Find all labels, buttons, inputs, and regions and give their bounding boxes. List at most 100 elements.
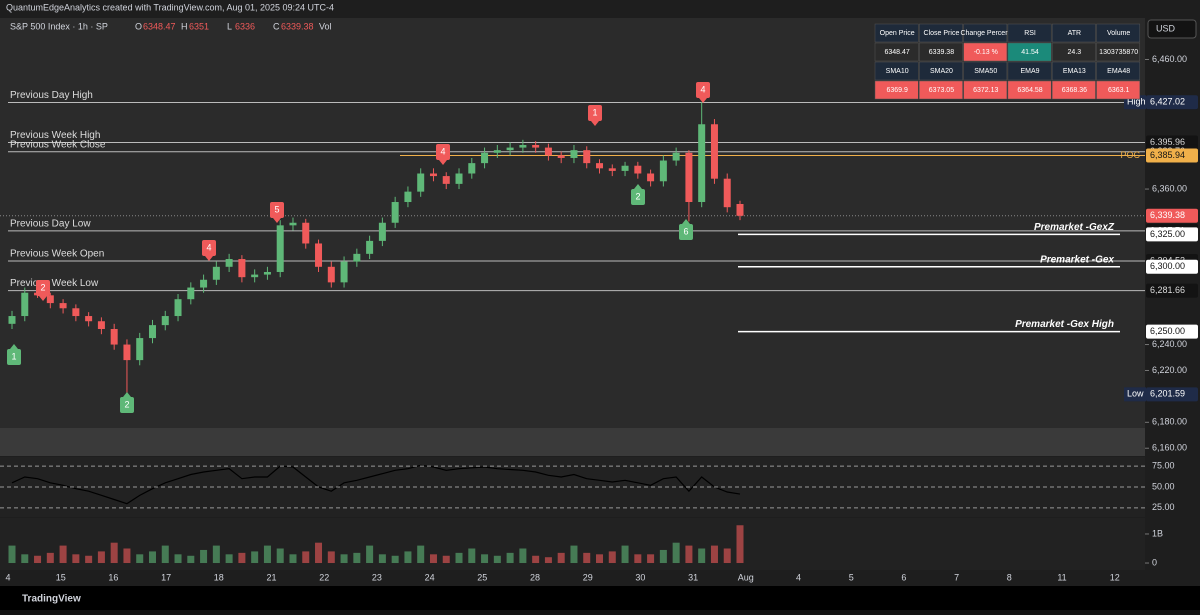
volume-bar <box>570 545 578 564</box>
signal-pointer <box>123 392 131 397</box>
y-tick-label: 6,360.00 <box>1152 183 1187 193</box>
candle-body <box>200 279 208 288</box>
candle-body <box>136 338 144 361</box>
candle-body <box>710 124 718 179</box>
level-tag-text: 6,281.66 <box>1150 285 1185 295</box>
gex-tag-text: 6,325.00 <box>1150 229 1185 239</box>
x-tick-label: 30 <box>635 572 645 582</box>
signal-label: 2 <box>124 399 129 409</box>
x-tick-label: 15 <box>56 572 66 582</box>
candle-body <box>698 124 706 203</box>
volume-bar <box>442 555 450 564</box>
volume-bar <box>161 545 169 564</box>
candle-body <box>276 225 284 272</box>
table-cell <box>874 23 919 43</box>
gex-label: Premarket -Gex High <box>1015 319 1114 330</box>
level-tag-text: 6,395.96 <box>1150 137 1185 147</box>
table-cell <box>1051 23 1096 43</box>
volume-bar <box>506 552 514 564</box>
candle-body <box>353 253 361 262</box>
volume-bar <box>315 542 323 564</box>
table-text: EMA48 <box>1107 68 1130 75</box>
volume-bar <box>238 552 246 564</box>
volume-bar <box>123 548 131 564</box>
signal-flag <box>679 224 693 240</box>
candle-body <box>596 163 604 169</box>
candle-body <box>315 243 323 267</box>
volume-bar <box>455 552 463 564</box>
rsi-line <box>11 464 741 505</box>
signal-pointer <box>699 98 707 103</box>
currency-box[interactable] <box>1147 19 1197 39</box>
volume-bar <box>276 548 284 564</box>
volume-bar <box>417 545 425 564</box>
x-tick-label: 31 <box>688 572 698 582</box>
signal-label: 4 <box>700 84 705 94</box>
x-tick-label: 16 <box>108 572 118 582</box>
volume-bar <box>481 554 489 564</box>
rsi-tick-label: 75.00 <box>1152 461 1175 471</box>
candle-body <box>289 222 297 226</box>
candle-body <box>263 271 271 275</box>
candle-body <box>148 325 156 339</box>
legend-key: H <box>181 21 188 31</box>
candle-body <box>429 173 437 177</box>
signal-label: 4 <box>206 242 211 252</box>
volume-bar <box>110 542 118 564</box>
table-cell <box>1096 80 1141 100</box>
level-label: Previous Week Low <box>10 278 99 289</box>
legend-value: 6351 <box>189 21 209 31</box>
x-tick-label: 22 <box>319 572 329 582</box>
candle-body <box>110 329 118 345</box>
volume-bar <box>327 551 335 564</box>
level-label: Previous Week Close <box>10 139 106 150</box>
x-tick-label: 11 <box>1057 572 1066 582</box>
table-cell <box>963 42 1008 62</box>
candle-body <box>723 178 731 208</box>
poc-tag-text: 6,385.94 <box>1150 150 1185 160</box>
gex-tag-text: 6,250.00 <box>1150 326 1185 336</box>
rsi-tick-label: 25.00 <box>1152 502 1175 512</box>
table-cell <box>874 61 919 81</box>
table-cell <box>874 42 919 62</box>
candle-body <box>161 316 169 326</box>
signal-pointer <box>591 121 599 126</box>
table-cell <box>1051 61 1096 81</box>
table-cell <box>963 23 1008 43</box>
volume-bar <box>532 555 540 564</box>
table-text: 6368.36 <box>1062 87 1087 94</box>
volume-bar <box>391 555 399 564</box>
candle-body <box>391 202 399 223</box>
volume-bar <box>634 554 642 564</box>
volume-bar <box>583 552 591 564</box>
table-text: 6369.9 <box>886 87 908 94</box>
table-text: Close Price <box>924 30 960 37</box>
volume-bar <box>21 554 29 564</box>
candle-body <box>174 299 182 317</box>
volume-bar <box>544 557 552 564</box>
low-label: Low <box>1127 389 1144 399</box>
table-cell <box>1007 61 1052 81</box>
x-tick-label: 29 <box>583 572 593 582</box>
table-text: 6373.05 <box>929 87 954 94</box>
volume-bar <box>647 554 655 564</box>
volume-bar <box>621 545 629 564</box>
x-tick-label: 23 <box>372 572 382 582</box>
candle-body <box>251 274 259 278</box>
y-tick-label: 6,160.00 <box>1152 443 1187 453</box>
volume-bar <box>519 548 527 564</box>
low-box <box>1124 387 1146 402</box>
table-text: -0.13 % <box>974 49 998 56</box>
volume-bar <box>72 554 80 564</box>
x-tick-label: 7 <box>954 572 959 582</box>
candle-body <box>621 165 629 171</box>
legend-key: C <box>273 21 280 31</box>
poc-tag <box>1146 148 1198 163</box>
x-tick-label: Aug <box>738 572 754 582</box>
x-tick-label: 21 <box>266 572 276 582</box>
pane-band <box>0 428 1145 456</box>
candle-body <box>557 155 565 158</box>
table-text: 1303735870 <box>1099 49 1138 56</box>
candle-body <box>187 287 195 300</box>
